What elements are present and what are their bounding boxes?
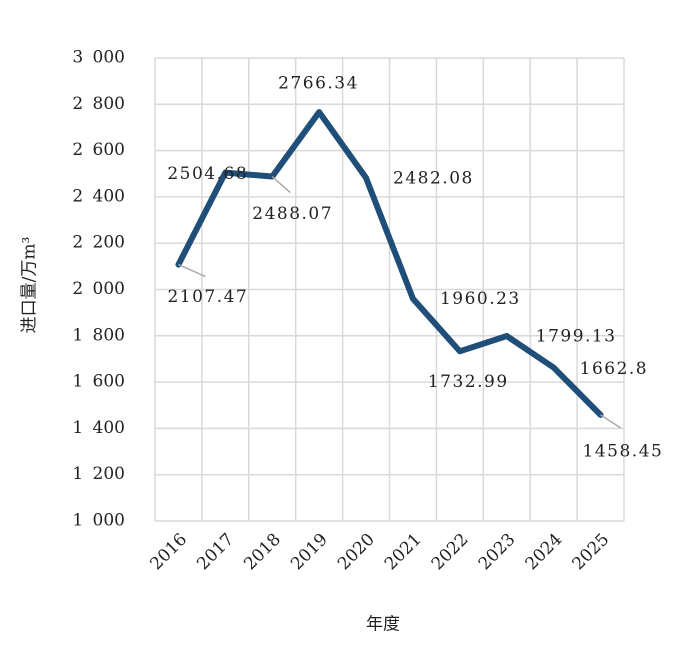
x-tick-label: 2024: [522, 530, 567, 575]
x-tick-label: 2017: [193, 530, 238, 575]
data-label: 2488.07: [252, 204, 333, 224]
y-tick-label: 2 600: [72, 140, 125, 160]
x-tick-label: 2022: [428, 530, 473, 575]
leader-line: [600, 414, 621, 429]
data-label: 1960.23: [440, 289, 521, 309]
y-tick-label: 1 400: [72, 418, 125, 438]
y-tick-label: 1 600: [72, 372, 125, 392]
y-tick-label: 3 000: [72, 48, 125, 68]
y-axis-title: 进口量/万m³: [20, 237, 40, 334]
data-label: 2107.47: [167, 287, 248, 307]
y-tick-label: 2 800: [72, 94, 125, 114]
data-label: 1662.8: [580, 359, 648, 379]
y-tick-label: 1 800: [72, 325, 125, 345]
x-axis-title: 年度: [366, 615, 400, 635]
y-tick-label: 2 000: [72, 279, 125, 299]
data-line: [175, 109, 604, 418]
x-tick-label: 2025: [569, 530, 614, 575]
x-tick-label: 2020: [334, 530, 379, 575]
data-label: 2504.68: [167, 164, 248, 184]
data-label: 2766.34: [278, 74, 359, 94]
x-tick-label: 2016: [146, 530, 191, 575]
y-tick-label: 1 200: [72, 464, 125, 484]
y-tick-label: 2 400: [72, 186, 125, 206]
data-label: 2482.08: [393, 168, 474, 188]
x-tick-label: 2023: [475, 530, 520, 575]
data-label: 1458.45: [583, 441, 664, 461]
leader-line: [178, 263, 206, 278]
data-label: 1799.13: [536, 327, 617, 347]
x-tick-label: 2018: [240, 530, 285, 575]
x-tick-label: 2021: [381, 530, 426, 575]
data-label: 1732.99: [428, 372, 509, 392]
y-tick-label: 2 200: [72, 233, 125, 253]
y-tick-label: 1 000: [72, 511, 125, 531]
leader-line: [271, 175, 291, 194]
x-tick-label: 2019: [287, 530, 332, 575]
